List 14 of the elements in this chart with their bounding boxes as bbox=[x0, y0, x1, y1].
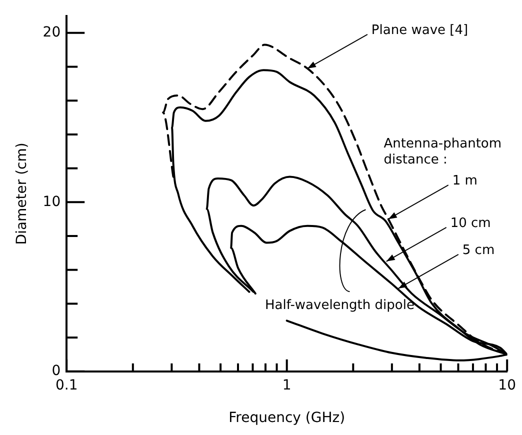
x-tick-label: 10 bbox=[498, 377, 516, 394]
annotation: Plane wave [4] bbox=[371, 22, 468, 38]
annotation: Antenna-phantom distance : bbox=[384, 136, 502, 168]
y-tick-label: 20 bbox=[42, 24, 61, 41]
y-tick-label: 10 bbox=[42, 194, 61, 210]
annotation: 10 cm bbox=[450, 216, 491, 231]
x-tick-label: 0.1 bbox=[55, 377, 78, 394]
x-tick-label: 1 bbox=[282, 377, 292, 394]
y-tick-label: 0 bbox=[52, 363, 61, 380]
x-axis-title: Frequency (GHz) bbox=[228, 410, 346, 426]
annotation: 1 m bbox=[452, 173, 478, 188]
annotation: 5 cm bbox=[462, 242, 495, 258]
annotation: Half-wavelength dipole bbox=[264, 298, 414, 314]
y-axis-title: Diameter (cm) bbox=[14, 142, 30, 245]
